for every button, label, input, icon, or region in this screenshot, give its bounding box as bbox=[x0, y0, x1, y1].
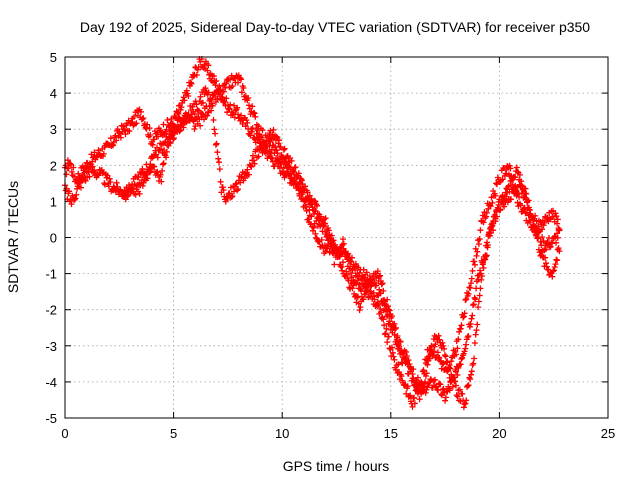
y-tick-label: 2 bbox=[50, 158, 57, 173]
x-tick-label: 5 bbox=[170, 426, 177, 441]
x-axis-label: GPS time / hours bbox=[283, 458, 390, 474]
grid bbox=[65, 57, 608, 418]
series-track-c bbox=[120, 85, 563, 410]
x-tick-label: 25 bbox=[601, 426, 615, 441]
y-tick-label: 4 bbox=[50, 86, 57, 101]
y-axis-label: SDTVAR / TECUs bbox=[5, 181, 21, 293]
y-tick-label: -3 bbox=[45, 339, 57, 354]
y-tick-label: -2 bbox=[45, 303, 57, 318]
y-tick-label: 3 bbox=[50, 122, 57, 137]
x-tick-label: 0 bbox=[61, 426, 68, 441]
data-points bbox=[62, 56, 563, 411]
x-tick-label: 10 bbox=[275, 426, 289, 441]
plus-markers bbox=[120, 85, 563, 410]
y-tick-label: -5 bbox=[45, 411, 57, 426]
chart-title: Day 192 of 2025, Sidereal Day-to-day VTE… bbox=[80, 19, 590, 35]
x-tick-label: 20 bbox=[492, 426, 506, 441]
plus-markers bbox=[62, 56, 563, 404]
y-tick-label: -4 bbox=[45, 375, 57, 390]
y-tick-label: -1 bbox=[45, 267, 57, 282]
plot-frame bbox=[64, 56, 609, 419]
x-tick-label: 15 bbox=[384, 426, 398, 441]
y-tick-label: 5 bbox=[50, 50, 57, 65]
axis-ticks: 0 5 10 15 20 25 -5 -4 -3 -2 -1 0 1 2 3 4 5 bbox=[45, 50, 615, 441]
y-tick-label: 0 bbox=[50, 231, 57, 246]
series-track-a bbox=[62, 56, 563, 404]
y-tick-label: 1 bbox=[50, 194, 57, 209]
